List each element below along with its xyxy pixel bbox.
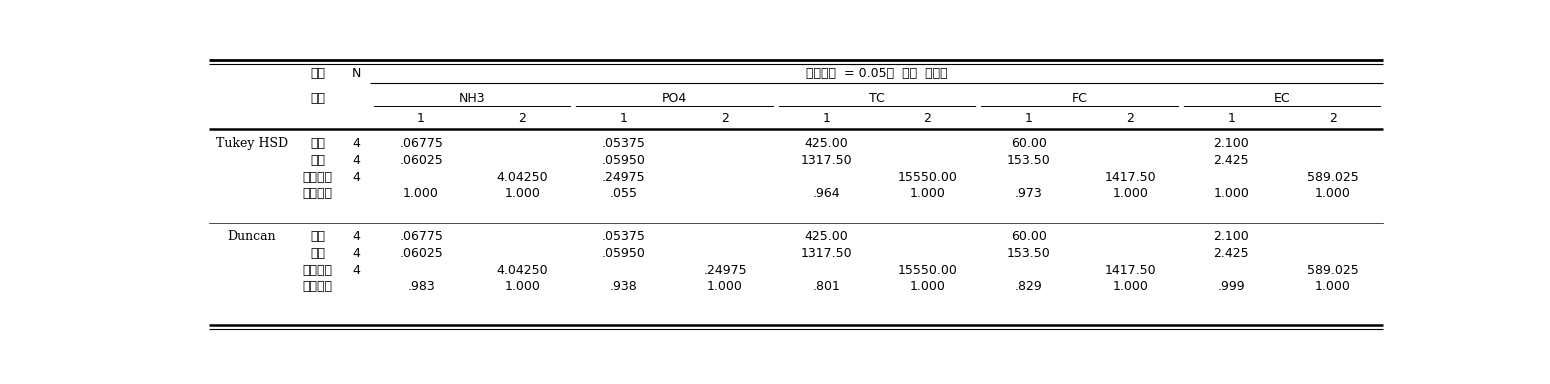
Text: 특성: 특성 [310, 92, 326, 105]
Text: .983: .983 [408, 280, 436, 293]
Text: 1: 1 [1025, 112, 1032, 125]
Text: .06025: .06025 [400, 154, 443, 167]
Text: 425.00: 425.00 [804, 137, 848, 150]
Text: 1: 1 [1228, 112, 1235, 125]
Text: .05375: .05375 [601, 230, 646, 243]
Text: .24975: .24975 [601, 171, 645, 184]
Text: 15550.00: 15550.00 [897, 264, 958, 276]
Text: 2.100: 2.100 [1214, 230, 1249, 243]
Text: .06775: .06775 [400, 137, 443, 150]
Text: 4.04250: 4.04250 [496, 264, 549, 276]
Text: EC: EC [1274, 92, 1291, 105]
Text: 2.100: 2.100 [1214, 137, 1249, 150]
Text: 15550.00: 15550.00 [897, 171, 958, 184]
Text: 유입지역: 유입지역 [302, 171, 333, 184]
Text: 2: 2 [924, 112, 932, 125]
Text: 4: 4 [352, 264, 361, 276]
Text: 4.04250: 4.04250 [496, 171, 549, 184]
Text: 4: 4 [352, 171, 361, 184]
Text: .05950: .05950 [601, 247, 646, 260]
Text: 지점: 지점 [310, 66, 326, 79]
Text: FC: FC [1071, 92, 1088, 105]
Text: 1.000: 1.000 [1214, 187, 1249, 200]
Text: .973: .973 [1015, 187, 1043, 200]
Text: 2: 2 [1328, 112, 1336, 125]
Text: 상류: 상류 [310, 230, 326, 243]
Text: 2: 2 [518, 112, 527, 125]
Text: 1.000: 1.000 [1314, 187, 1350, 200]
Text: 유의확률: 유의확률 [302, 187, 333, 200]
Text: 589.025: 589.025 [1307, 264, 1359, 276]
Text: .06025: .06025 [400, 247, 443, 260]
Text: 60.00: 60.00 [1011, 137, 1046, 150]
Text: 1.000: 1.000 [1113, 187, 1149, 200]
Text: 4: 4 [352, 230, 361, 243]
Text: .829: .829 [1015, 280, 1043, 293]
Text: 2.425: 2.425 [1214, 154, 1249, 167]
Text: 상류: 상류 [310, 137, 326, 150]
Text: 1.000: 1.000 [1314, 280, 1350, 293]
Text: 1: 1 [620, 112, 628, 125]
Text: 1.000: 1.000 [403, 187, 439, 200]
Text: .05375: .05375 [601, 137, 646, 150]
Text: 유입지역: 유입지역 [302, 264, 333, 276]
Text: .24975: .24975 [704, 264, 747, 276]
Text: 1.000: 1.000 [504, 280, 541, 293]
Text: 1.000: 1.000 [910, 280, 946, 293]
Text: 유의수준  = 0.05에  대한  부집단: 유의수준 = 0.05에 대한 부집단 [806, 66, 947, 79]
Text: 153.50: 153.50 [1008, 247, 1051, 260]
Text: 2: 2 [721, 112, 728, 125]
Text: 425.00: 425.00 [804, 230, 848, 243]
Text: .801: .801 [812, 280, 840, 293]
Text: 1: 1 [417, 112, 425, 125]
Text: .964: .964 [812, 187, 840, 200]
Text: TC: TC [870, 92, 885, 105]
Text: .05950: .05950 [601, 154, 646, 167]
Text: Tukey HSD: Tukey HSD [215, 137, 288, 150]
Text: 유의확률: 유의확률 [302, 280, 333, 293]
Text: 1.000: 1.000 [1113, 280, 1149, 293]
Text: 4: 4 [352, 137, 361, 150]
Text: 1.000: 1.000 [910, 187, 946, 200]
Text: 589.025: 589.025 [1307, 171, 1359, 184]
Text: Duncan: Duncan [228, 230, 276, 243]
Text: 1317.50: 1317.50 [800, 247, 853, 260]
Text: 2.425: 2.425 [1214, 247, 1249, 260]
Text: 1417.50: 1417.50 [1104, 264, 1156, 276]
Text: 1.000: 1.000 [707, 280, 742, 293]
Text: N: N [352, 66, 361, 79]
Text: .06775: .06775 [400, 230, 443, 243]
Text: 153.50: 153.50 [1008, 154, 1051, 167]
Text: 하류: 하류 [310, 154, 326, 167]
Text: 2: 2 [1127, 112, 1135, 125]
Text: 1: 1 [823, 112, 831, 125]
Text: 4: 4 [352, 154, 361, 167]
Text: PO4: PO4 [662, 92, 687, 105]
Text: NH3: NH3 [459, 92, 485, 105]
Text: 하류: 하류 [310, 247, 326, 260]
Text: 4: 4 [352, 247, 361, 260]
Text: .055: .055 [609, 187, 637, 200]
Text: 1417.50: 1417.50 [1104, 171, 1156, 184]
Text: .938: .938 [609, 280, 637, 293]
Text: 1317.50: 1317.50 [800, 154, 853, 167]
Text: 60.00: 60.00 [1011, 230, 1046, 243]
Text: 1.000: 1.000 [504, 187, 541, 200]
Text: .999: .999 [1218, 280, 1245, 293]
